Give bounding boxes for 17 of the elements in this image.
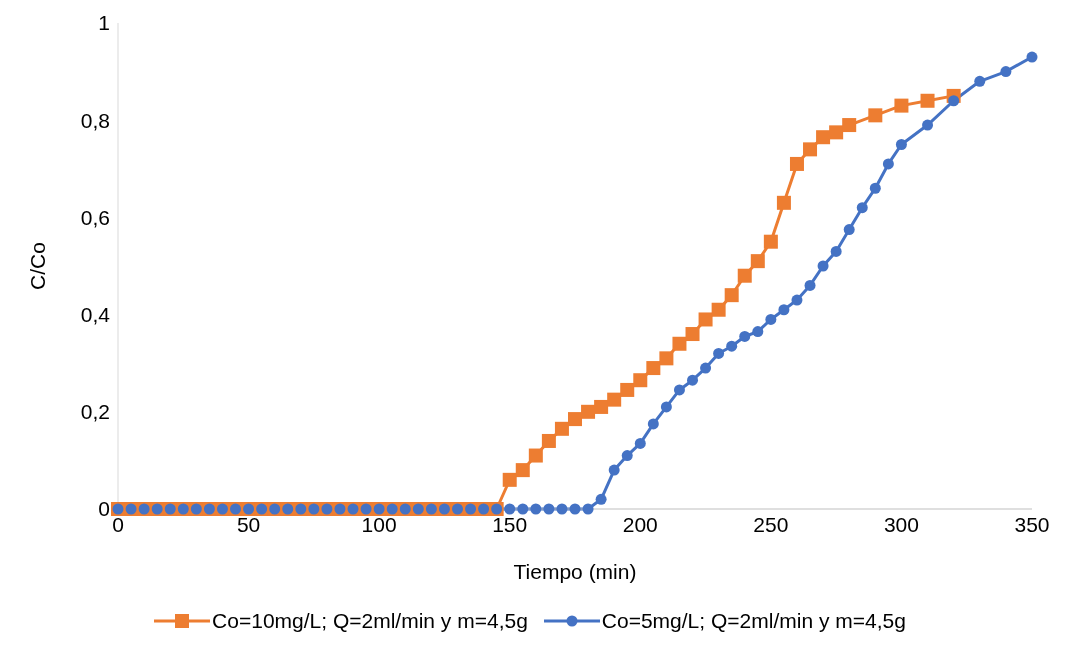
y-tick-label: 0,2 xyxy=(80,400,110,424)
y-tick-label: 0,8 xyxy=(80,108,110,132)
x-tick-label: 250 xyxy=(753,512,789,536)
x-tick-label: 300 xyxy=(883,512,919,536)
y-axis-title: C/Co xyxy=(26,242,50,290)
x-tick-label: 200 xyxy=(622,512,658,536)
x-tick-label: 150 xyxy=(492,512,528,536)
x-axis-title: Tiempo (min) xyxy=(513,560,637,583)
y-tick-label: 0,4 xyxy=(80,303,111,327)
x-tick-label: 100 xyxy=(361,512,397,536)
legend-label: Co=10mg/L; Q=2ml/min y m=4,5g xyxy=(212,609,528,633)
x-tick-label: 50 xyxy=(236,512,261,536)
x-tick-label: 350 xyxy=(1014,512,1050,536)
legend-label: Co=5mg/L; Q=2ml/min y m=4,5g xyxy=(601,609,906,633)
y-tick-label: 0,6 xyxy=(80,205,110,229)
y-tick-label: 1 xyxy=(98,11,110,35)
y-tick-label: 0 xyxy=(98,497,110,521)
